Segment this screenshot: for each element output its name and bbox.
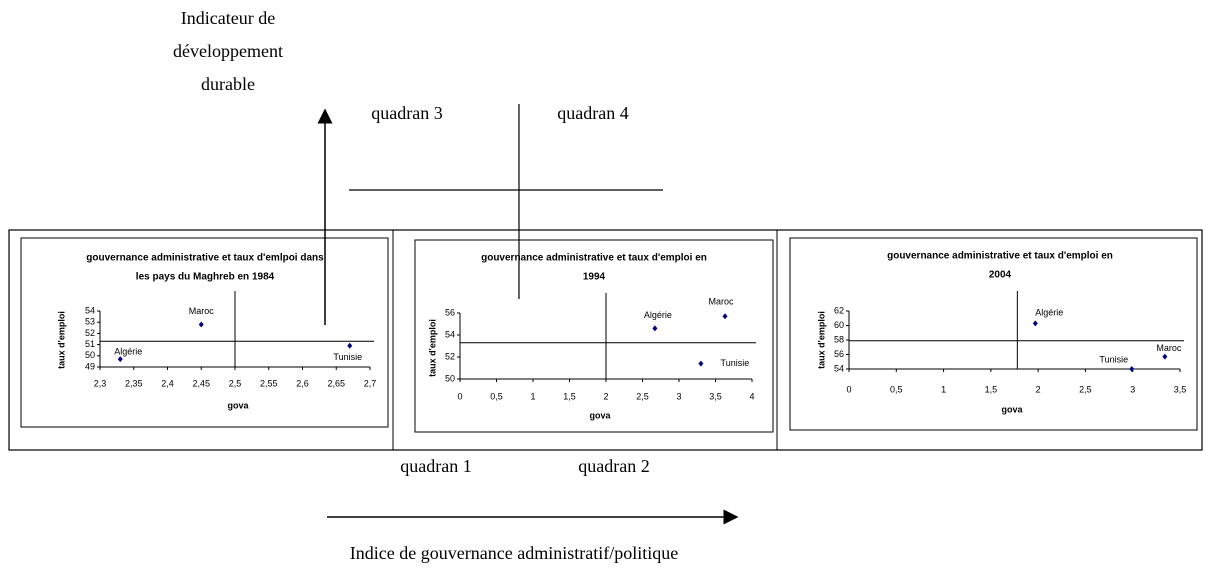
chart-title: gouvernance administrative et taux d'emp… (481, 253, 707, 264)
x-tick-label: 1 (941, 384, 946, 394)
point-label: Algérie (114, 347, 142, 357)
point-label: Maroc (189, 306, 215, 316)
point (698, 360, 704, 367)
x-tick-label: 2,3 (94, 378, 107, 388)
x-tick-label: 0 (457, 391, 462, 401)
annotation: Indice de gouvernance administratif/poli… (350, 543, 678, 563)
x-tick-label: 4 (749, 391, 754, 401)
annotation: développement (173, 41, 283, 61)
x-axis-label: gova (227, 400, 249, 410)
x-tick-label: 2,45 (192, 378, 210, 388)
point-label: Tunisie (1099, 354, 1128, 364)
chart-frame (20, 237, 389, 428)
y-tick-label: 54 (834, 363, 844, 373)
x-axis-label: gova (589, 410, 611, 420)
x-tick-label: 3 (676, 391, 681, 401)
chart-frame (414, 239, 774, 433)
y-tick-label: 49 (85, 361, 95, 371)
y-axis-label: taux d'emploi (56, 311, 66, 369)
annotation: quadran 3 (371, 103, 442, 123)
y-tick-label: 50 (85, 350, 95, 360)
annotation: quadran 2 (578, 456, 649, 476)
y-axis-label: taux d'emploi (816, 311, 826, 369)
x-tick-label: 1,5 (985, 384, 998, 394)
x-tick-label: 2,5 (229, 378, 242, 388)
x-tick-label: 2,5 (1079, 384, 1092, 394)
x-tick-label: 1 (530, 391, 535, 401)
point (198, 321, 204, 328)
chart-title: gouvernance administrative et taux d'eml… (86, 253, 324, 264)
x-tick-label: 2 (603, 391, 608, 401)
annotation: Indicateur de (181, 8, 275, 28)
y-tick-label: 56 (445, 307, 455, 317)
point-label: Algérie (644, 310, 672, 320)
y-tick-label: 56 (834, 349, 844, 359)
x-tick-label: 3 (1130, 384, 1135, 394)
x-tick-label: 2,55 (260, 378, 278, 388)
annotation: quadran 4 (557, 103, 628, 123)
annotation: durable (201, 74, 255, 94)
point-label: Tunisie (333, 352, 362, 362)
point (722, 313, 728, 320)
x-tick-label: 2,5 (636, 391, 649, 401)
chart-frame (789, 237, 1198, 431)
point (117, 356, 123, 363)
y-tick-label: 60 (834, 320, 844, 330)
point-label: Maroc (708, 297, 734, 307)
x-tick-label: 2,65 (327, 378, 345, 388)
x-tick-label: 2,4 (161, 378, 174, 388)
x-tick-label: 2,35 (125, 378, 143, 388)
y-tick-label: 58 (834, 334, 844, 344)
x-tick-label: 2 (1036, 384, 1041, 394)
chart-title: 2004 (989, 270, 1012, 281)
y-tick-label: 54 (445, 329, 455, 339)
x-tick-label: 3,5 (709, 391, 722, 401)
y-axis-label: taux d'emploi (427, 319, 437, 377)
y-tick-label: 53 (85, 317, 95, 327)
frame (8, 229, 1203, 451)
point (1129, 366, 1135, 372)
point (652, 325, 658, 332)
x-tick-label: 2,7 (364, 378, 377, 388)
x-tick-label: 0,5 (890, 384, 903, 394)
point (347, 342, 353, 349)
chart-title: 1994 (583, 272, 606, 283)
point (1162, 353, 1168, 360)
point-label: Algérie (1035, 308, 1063, 318)
x-tick-label: 1,5 (563, 391, 576, 401)
y-tick-label: 50 (445, 373, 455, 383)
y-tick-label: 54 (85, 305, 95, 315)
chart-title: les pays du Maghreb en 1984 (136, 272, 275, 283)
point (1032, 320, 1038, 327)
x-tick-label: 2,6 (296, 378, 309, 388)
point-label: Maroc (1156, 343, 1182, 353)
x-tick-label: 3,5 (1174, 384, 1187, 394)
annotation: quadran 1 (400, 456, 471, 476)
y-tick-label: 52 (85, 328, 95, 338)
point-label: Tunisie (721, 358, 750, 368)
y-tick-label: 51 (85, 339, 95, 349)
chart-title: gouvernance administrative et taux d'emp… (887, 251, 1113, 262)
y-tick-label: 52 (445, 351, 455, 361)
y-tick-label: 62 (834, 305, 844, 315)
x-tick-label: 0 (846, 384, 851, 394)
x-tick-label: 0,5 (490, 391, 503, 401)
x-axis-label: gova (1001, 404, 1023, 414)
